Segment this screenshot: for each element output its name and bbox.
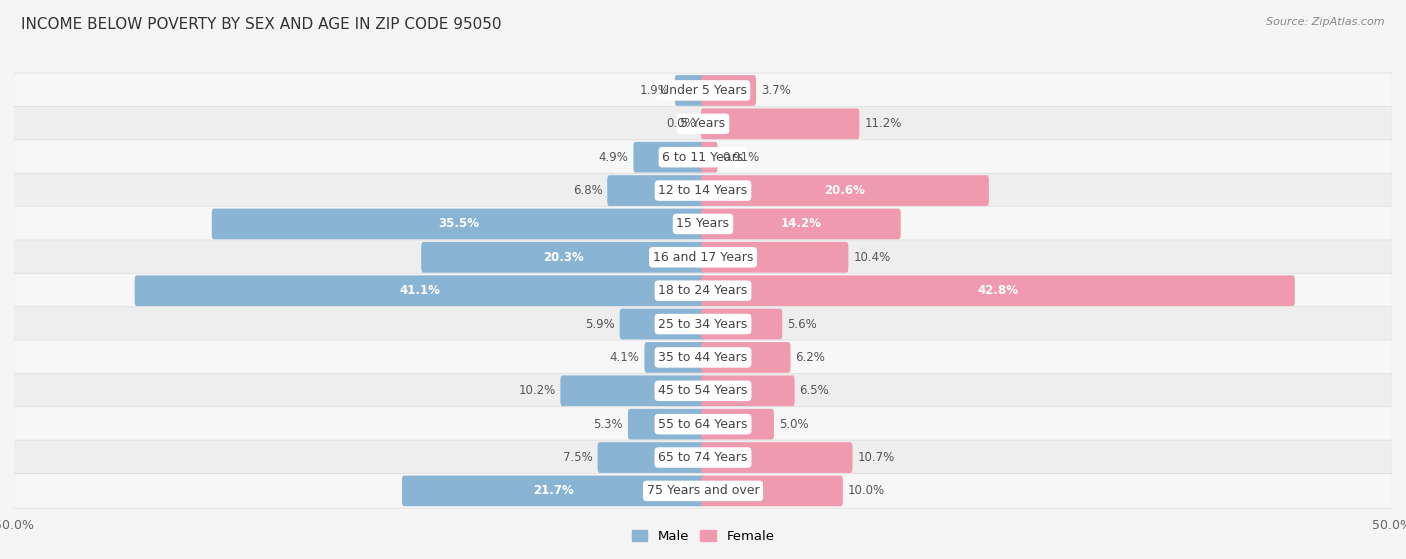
- Text: 65 to 74 Years: 65 to 74 Years: [658, 451, 748, 464]
- FancyBboxPatch shape: [402, 476, 704, 506]
- FancyBboxPatch shape: [135, 276, 704, 306]
- FancyBboxPatch shape: [14, 273, 1392, 308]
- FancyBboxPatch shape: [14, 373, 1392, 408]
- Text: 5.6%: 5.6%: [787, 318, 817, 330]
- Text: 18 to 24 Years: 18 to 24 Years: [658, 284, 748, 297]
- FancyBboxPatch shape: [561, 376, 704, 406]
- FancyBboxPatch shape: [702, 209, 901, 239]
- Text: 20.6%: 20.6%: [824, 184, 865, 197]
- Text: 75 Years and over: 75 Years and over: [647, 485, 759, 498]
- Text: 6 to 11 Years: 6 to 11 Years: [662, 151, 744, 164]
- Text: 7.5%: 7.5%: [562, 451, 593, 464]
- FancyBboxPatch shape: [644, 342, 704, 373]
- Text: 12 to 14 Years: 12 to 14 Years: [658, 184, 748, 197]
- Text: 5.3%: 5.3%: [593, 418, 623, 430]
- FancyBboxPatch shape: [14, 340, 1392, 375]
- FancyBboxPatch shape: [702, 242, 848, 273]
- FancyBboxPatch shape: [14, 173, 1392, 208]
- Text: 5.0%: 5.0%: [779, 418, 808, 430]
- Text: 14.2%: 14.2%: [780, 217, 821, 230]
- Text: 0.91%: 0.91%: [723, 151, 759, 164]
- Text: 6.8%: 6.8%: [572, 184, 602, 197]
- FancyBboxPatch shape: [212, 209, 704, 239]
- Text: 42.8%: 42.8%: [977, 284, 1018, 297]
- FancyBboxPatch shape: [14, 207, 1392, 241]
- Text: 3.7%: 3.7%: [761, 84, 790, 97]
- Text: 10.0%: 10.0%: [848, 485, 884, 498]
- FancyBboxPatch shape: [702, 142, 717, 173]
- FancyBboxPatch shape: [598, 442, 704, 473]
- FancyBboxPatch shape: [702, 476, 842, 506]
- FancyBboxPatch shape: [702, 175, 988, 206]
- FancyBboxPatch shape: [14, 73, 1392, 108]
- Text: 20.3%: 20.3%: [543, 251, 583, 264]
- Legend: Male, Female: Male, Female: [626, 524, 780, 548]
- Text: 0.0%: 0.0%: [666, 117, 696, 130]
- Text: 4.9%: 4.9%: [599, 151, 628, 164]
- FancyBboxPatch shape: [702, 442, 852, 473]
- Text: Source: ZipAtlas.com: Source: ZipAtlas.com: [1267, 17, 1385, 27]
- FancyBboxPatch shape: [620, 309, 704, 339]
- Text: 45 to 54 Years: 45 to 54 Years: [658, 384, 748, 397]
- FancyBboxPatch shape: [634, 142, 704, 173]
- Text: 16 and 17 Years: 16 and 17 Years: [652, 251, 754, 264]
- FancyBboxPatch shape: [702, 342, 790, 373]
- FancyBboxPatch shape: [702, 276, 1295, 306]
- Text: 11.2%: 11.2%: [865, 117, 901, 130]
- FancyBboxPatch shape: [702, 376, 794, 406]
- Text: 5.9%: 5.9%: [585, 318, 614, 330]
- Text: 35 to 44 Years: 35 to 44 Years: [658, 351, 748, 364]
- FancyBboxPatch shape: [422, 242, 704, 273]
- Text: 10.2%: 10.2%: [519, 384, 555, 397]
- Text: 15 Years: 15 Years: [676, 217, 730, 230]
- FancyBboxPatch shape: [14, 307, 1392, 342]
- Text: 4.1%: 4.1%: [610, 351, 640, 364]
- Text: 5 Years: 5 Years: [681, 117, 725, 130]
- FancyBboxPatch shape: [607, 175, 704, 206]
- FancyBboxPatch shape: [702, 409, 773, 439]
- FancyBboxPatch shape: [702, 108, 859, 139]
- FancyBboxPatch shape: [702, 309, 782, 339]
- Text: 10.7%: 10.7%: [858, 451, 894, 464]
- FancyBboxPatch shape: [14, 106, 1392, 141]
- FancyBboxPatch shape: [14, 407, 1392, 442]
- Text: 41.1%: 41.1%: [399, 284, 440, 297]
- Text: 35.5%: 35.5%: [437, 217, 479, 230]
- FancyBboxPatch shape: [628, 409, 704, 439]
- FancyBboxPatch shape: [14, 240, 1392, 274]
- FancyBboxPatch shape: [14, 140, 1392, 174]
- FancyBboxPatch shape: [14, 473, 1392, 508]
- Text: 6.2%: 6.2%: [796, 351, 825, 364]
- Text: 6.5%: 6.5%: [800, 384, 830, 397]
- FancyBboxPatch shape: [14, 440, 1392, 475]
- Text: 55 to 64 Years: 55 to 64 Years: [658, 418, 748, 430]
- Text: 1.9%: 1.9%: [640, 84, 669, 97]
- Text: Under 5 Years: Under 5 Years: [659, 84, 747, 97]
- Text: INCOME BELOW POVERTY BY SEX AND AGE IN ZIP CODE 95050: INCOME BELOW POVERTY BY SEX AND AGE IN Z…: [21, 17, 502, 32]
- Text: 10.4%: 10.4%: [853, 251, 890, 264]
- FancyBboxPatch shape: [675, 75, 704, 106]
- FancyBboxPatch shape: [702, 75, 756, 106]
- Text: 21.7%: 21.7%: [533, 485, 574, 498]
- Text: 25 to 34 Years: 25 to 34 Years: [658, 318, 748, 330]
